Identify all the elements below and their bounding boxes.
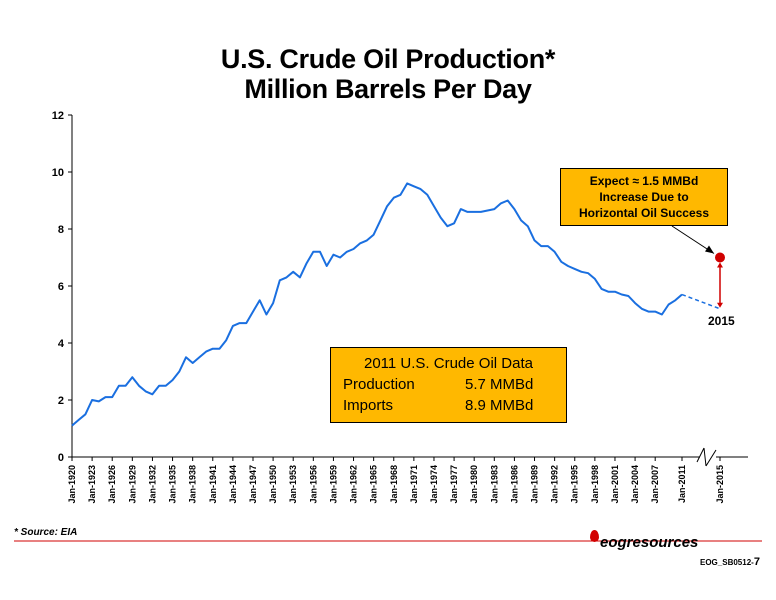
- increase-arrowhead-up: [717, 262, 723, 268]
- data-box: 2011 U.S. Crude Oil Data Production 5.7 …: [330, 347, 567, 423]
- source-note: * Source: EIA: [14, 527, 78, 538]
- x-tick-label: Jan-1983: [489, 465, 499, 504]
- x-tick-label: Jan-1956: [308, 465, 318, 504]
- expect-callout-line2: Increase Due to: [599, 190, 689, 204]
- production-series-line: [71, 182, 683, 427]
- x-tick-label: Jan-1986: [509, 465, 519, 504]
- x-tick-label: Jan-1932: [147, 465, 157, 504]
- x-tick-label: Jan-1998: [590, 465, 600, 504]
- y-tick-label: 8: [58, 224, 64, 236]
- y-tick-label: 10: [52, 167, 64, 179]
- x-tick-label: Jan-1977: [449, 465, 459, 504]
- y-tick-label: 6: [58, 281, 64, 293]
- x-tick-label: Jan-1959: [328, 465, 338, 504]
- title-line1: U.S. Crude Oil Production*: [220, 44, 556, 74]
- label-2015: 2015: [708, 314, 735, 328]
- x-tick-label: Jan-2007: [650, 465, 660, 504]
- x-tick-label: Jan-2001: [610, 465, 620, 504]
- title-line2: Million Barrels Per Day: [244, 74, 532, 104]
- x-tick-label: Jan-1947: [248, 465, 258, 504]
- increase-arrowhead-down: [717, 302, 723, 308]
- x-tick-label: Jan-1935: [168, 465, 178, 504]
- data-box-row: Production 5.7 MMBd: [331, 374, 566, 395]
- x-tick-label: Jan-1941: [208, 465, 218, 504]
- x-tick-label: Jan-1971: [409, 465, 419, 504]
- x-tick-label: Jan-2011: [677, 465, 687, 503]
- data-box-heading: 2011 U.S. Crude Oil Data: [364, 355, 533, 372]
- x-tick-label: Jan-1950: [268, 465, 278, 504]
- x-tick-label: Jan-1944: [228, 465, 238, 504]
- x-tick-label: Jan-2004: [630, 465, 640, 504]
- expect-callout-line1: Expect ≈ 1.5 MMBd: [589, 174, 699, 188]
- flame-drop-icon: [590, 530, 599, 542]
- expect-callout-line3: Horizontal Oil Success: [578, 206, 710, 220]
- data-box-label: Imports: [343, 397, 394, 414]
- target-2015-point: [715, 252, 725, 263]
- projection-line: [681, 293, 721, 310]
- data-box-value: 8.9 MMBd: [465, 397, 534, 414]
- x-tick-label: Jan-1974: [429, 465, 439, 504]
- x-tick-label: Jan-1920: [67, 465, 77, 504]
- x-tick-label: Jan-1962: [349, 465, 359, 504]
- page-number: 7: [753, 556, 760, 568]
- y-tick-label: 0: [58, 452, 64, 464]
- document-id-prefix: EOG_SB0512-: [700, 558, 754, 567]
- data-box-label: Production: [343, 376, 415, 393]
- data-box-value: 5.7 MMBd: [465, 376, 534, 393]
- x-tick-label: Jan-1938: [188, 465, 198, 504]
- chart-title: U.S. Crude Oil Production* Million Barre…: [0, 44, 776, 104]
- x-tick-label: Jan-1926: [107, 465, 117, 504]
- document-id: EOG_SB0512-7: [700, 556, 760, 568]
- x-tick-label: Jan-1980: [469, 465, 479, 504]
- x-tick-label: Jan-1995: [570, 465, 580, 504]
- x-tick-label: Jan-1929: [127, 465, 137, 504]
- x-tick-label: Jan-1989: [530, 465, 540, 504]
- axis-break-mark: [696, 447, 717, 467]
- y-tick-label: 4: [58, 338, 65, 350]
- x-tick-label: Jan-2015: [715, 465, 725, 504]
- x-tick-label: Jan-1965: [369, 465, 379, 504]
- company-logo: eogresources: [590, 530, 699, 551]
- y-tick-label: 2: [58, 395, 64, 407]
- x-tick-label: Jan-1953: [288, 465, 298, 504]
- x-tick-label: Jan-1968: [389, 465, 399, 504]
- expect-callout: Expect ≈ 1.5 MMBd Increase Due to Horizo…: [560, 168, 728, 226]
- callout-arrowhead: [705, 245, 714, 254]
- x-tick-label: Jan-1923: [87, 465, 97, 504]
- x-tick-label: Jan-1992: [550, 465, 560, 504]
- y-tick-label: 12: [52, 110, 64, 122]
- data-box-row: Imports 8.9 MMBd: [331, 395, 566, 416]
- logo-text: eogresources: [600, 534, 699, 551]
